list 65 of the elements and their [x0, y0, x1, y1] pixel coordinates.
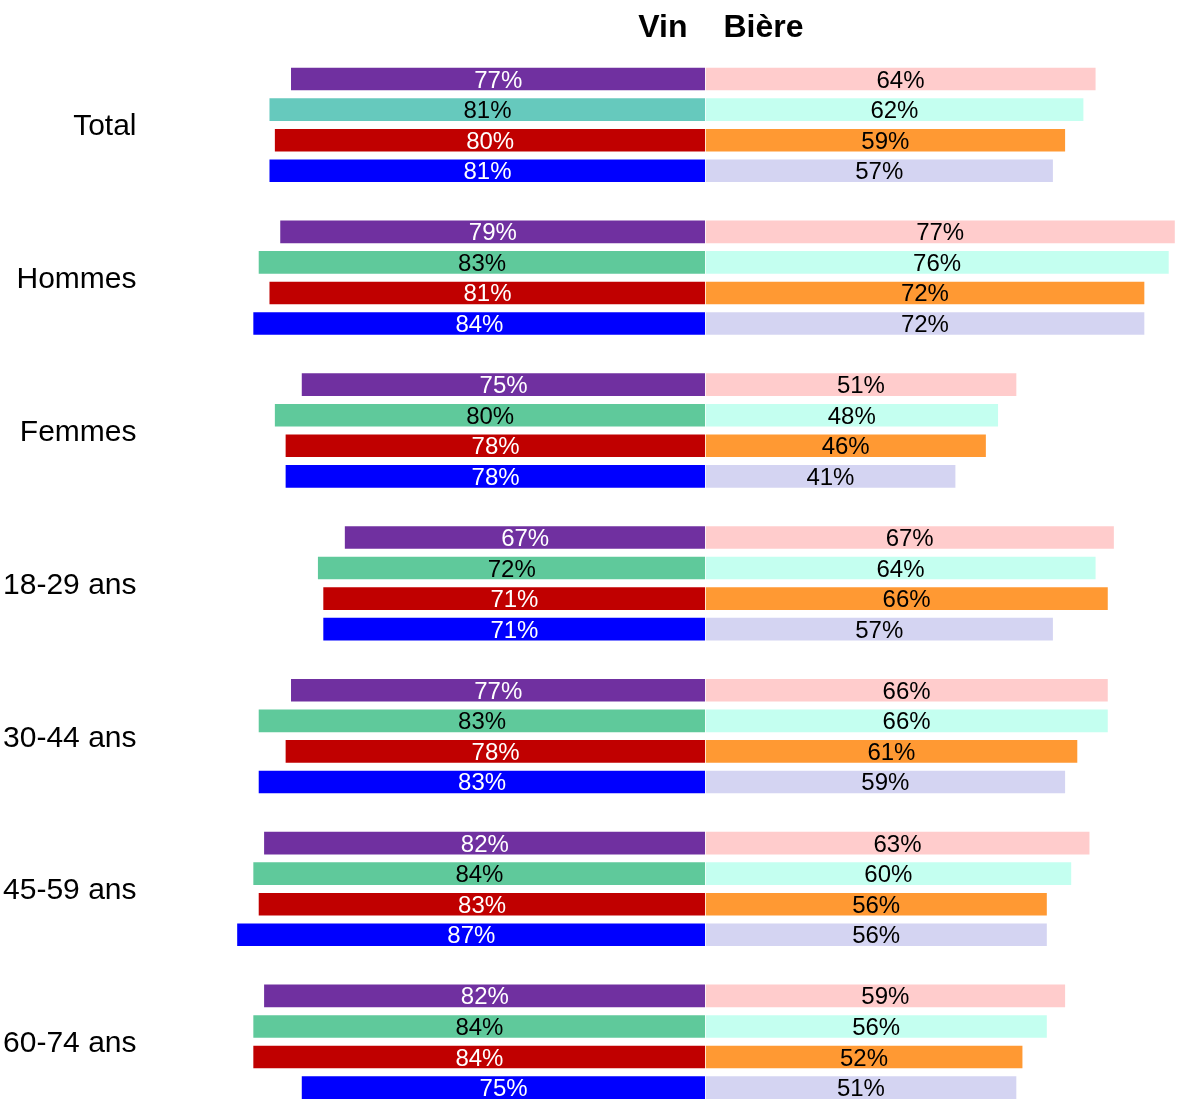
- data-label: 81%: [463, 279, 512, 307]
- data-label: 84%: [455, 1012, 504, 1040]
- data-label: 60%: [864, 860, 913, 888]
- data-label: 64%: [876, 65, 925, 93]
- data-label: 41%: [806, 462, 855, 490]
- data-label: 62%: [870, 96, 919, 124]
- data-label: 81%: [463, 96, 512, 124]
- data-label: 83%: [458, 248, 507, 276]
- data-label: 83%: [458, 890, 507, 918]
- data-label: 64%: [876, 554, 925, 582]
- data-label: 48%: [827, 401, 876, 429]
- data-label: 59%: [861, 126, 910, 154]
- data-label: 78%: [471, 737, 520, 765]
- data-label: 83%: [458, 707, 507, 735]
- data-label: 78%: [471, 432, 520, 460]
- data-label: 66%: [882, 676, 931, 704]
- y-tick-label: 30-44 ans: [3, 719, 137, 753]
- y-tick-label: Total: [73, 108, 137, 142]
- data-label: 87%: [447, 921, 496, 949]
- data-label: 82%: [460, 982, 509, 1010]
- data-label: 84%: [455, 310, 504, 338]
- data-label: 83%: [458, 768, 507, 796]
- data-label: 75%: [479, 371, 528, 399]
- data-label: 59%: [861, 768, 910, 796]
- data-label: 57%: [855, 157, 904, 185]
- data-label: 56%: [852, 1012, 901, 1040]
- data-label: 71%: [490, 615, 539, 643]
- data-label: 75%: [479, 1074, 528, 1102]
- data-label: 51%: [836, 371, 885, 399]
- y-tick-label: 18-29 ans: [3, 566, 137, 600]
- data-label: 80%: [466, 126, 515, 154]
- data-label: 77%: [474, 65, 523, 93]
- data-label: 51%: [836, 1074, 885, 1102]
- data-label: 84%: [455, 860, 504, 888]
- data-label: 52%: [839, 1043, 888, 1071]
- chart-title: Bière: [723, 7, 804, 44]
- data-label: 71%: [490, 585, 539, 613]
- data-label: 66%: [882, 707, 931, 735]
- chart-title: Vin: [638, 7, 688, 44]
- data-label: 72%: [900, 310, 949, 338]
- data-label: 77%: [916, 218, 965, 246]
- data-label: 59%: [861, 982, 910, 1010]
- data-label: 79%: [468, 218, 517, 246]
- data-label: 66%: [882, 585, 931, 613]
- data-label: 84%: [455, 1043, 504, 1071]
- data-label: 46%: [821, 432, 870, 460]
- data-label: 76%: [913, 248, 962, 276]
- data-label: 82%: [460, 829, 509, 857]
- y-tick-label: Hommes: [16, 261, 137, 295]
- y-tick-label: 45-59 ans: [3, 872, 137, 906]
- data-label: 78%: [471, 462, 520, 490]
- y-tick-label: 60-74 ans: [3, 1025, 137, 1059]
- data-label: 57%: [855, 615, 904, 643]
- y-tick-label: Femmes: [19, 414, 137, 448]
- data-label: 56%: [852, 890, 901, 918]
- data-label: 80%: [466, 401, 515, 429]
- data-label: 67%: [501, 523, 550, 551]
- data-label: 56%: [852, 921, 901, 949]
- data-label: 72%: [487, 554, 536, 582]
- data-label: 61%: [867, 737, 916, 765]
- data-label: 77%: [474, 676, 523, 704]
- data-label: 81%: [463, 157, 512, 185]
- data-label: 63%: [873, 829, 922, 857]
- data-label: 72%: [900, 279, 949, 307]
- data-label: 67%: [885, 523, 934, 551]
